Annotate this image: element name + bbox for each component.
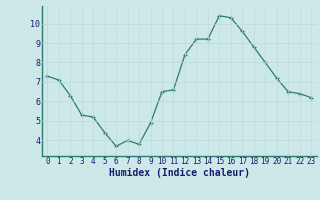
X-axis label: Humidex (Indice chaleur): Humidex (Indice chaleur) — [109, 168, 250, 178]
